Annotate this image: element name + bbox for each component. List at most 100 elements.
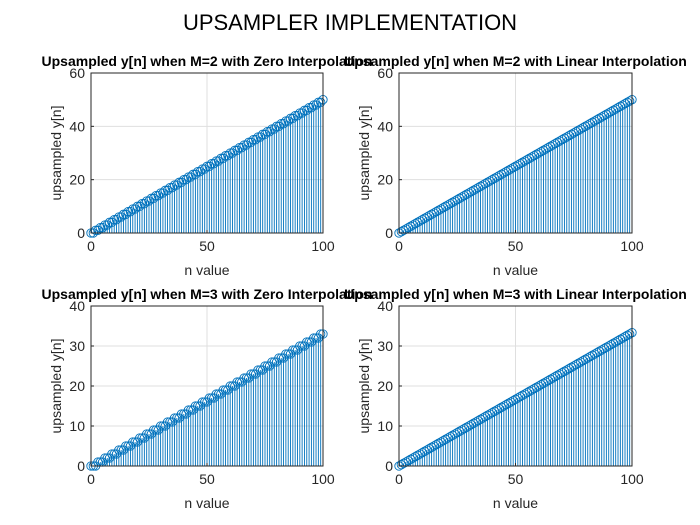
stem-marker <box>599 111 609 121</box>
subplot-title: Upsampled y[n] when M=2 with Zero Interp… <box>42 53 373 69</box>
stem-marker <box>576 124 586 134</box>
stem-marker <box>478 413 488 423</box>
stem-marker <box>517 157 528 167</box>
x-tick-label: 100 <box>620 238 644 254</box>
stem-marker <box>426 442 437 452</box>
stem-marker <box>559 133 570 143</box>
stem-marker <box>403 223 413 233</box>
stem-marker <box>606 107 616 117</box>
stem-marker <box>618 333 628 343</box>
y-tick-label: 40 <box>377 298 393 314</box>
stem-marker <box>412 217 423 227</box>
y-tick-label: 10 <box>377 418 393 434</box>
stem-marker <box>431 440 441 450</box>
stem-marker <box>471 184 481 194</box>
stem-marker <box>466 420 476 430</box>
stem-marker <box>499 401 509 411</box>
stem-marker <box>417 448 427 458</box>
stem-marker <box>597 112 607 122</box>
stem-marker <box>459 424 469 434</box>
stem-marker <box>422 445 432 455</box>
y-tick-label: 0 <box>77 225 85 241</box>
stem-marker <box>524 386 535 396</box>
y-tick-label: 10 <box>69 418 85 434</box>
stem-marker <box>599 344 609 354</box>
stem-marker <box>480 179 490 189</box>
stem-marker <box>587 117 598 127</box>
stem-marker <box>562 132 572 142</box>
stem-marker <box>410 219 420 229</box>
stem-marker <box>543 376 553 386</box>
x-tick-label: 50 <box>508 471 524 487</box>
stem-marker <box>510 394 521 404</box>
y-axis-label: upsampled y[n] <box>356 106 372 201</box>
stem-marker <box>552 137 563 147</box>
stem-marker <box>487 175 497 185</box>
stem-marker <box>506 397 516 407</box>
stem-marker <box>419 446 430 456</box>
stem-marker <box>620 332 630 342</box>
stem-marker <box>440 201 451 211</box>
stem-marker <box>457 425 467 435</box>
stem-marker <box>454 426 465 436</box>
stem-marker <box>438 203 448 213</box>
stem-marker <box>468 418 479 428</box>
stem-marker <box>534 381 544 391</box>
stem-marker <box>316 97 326 107</box>
stem-marker <box>412 450 423 460</box>
stem-series <box>86 329 328 471</box>
stem-marker <box>529 384 539 394</box>
stem-marker <box>431 207 441 217</box>
stem-marker <box>592 348 602 358</box>
stem-marker <box>566 129 577 139</box>
stem-marker <box>594 113 605 123</box>
stem-marker <box>515 392 525 402</box>
subplot-m2-zero: 0 50 100 0 20 40 60 n value upsampled y[n] Upsamp… <box>42 53 373 278</box>
stem-marker <box>396 227 406 237</box>
y-tick-label: 40 <box>377 118 393 134</box>
stem-marker <box>625 329 635 339</box>
stem-marker <box>501 400 511 410</box>
stem-marker <box>550 139 560 149</box>
stem-marker <box>576 357 586 367</box>
stem-marker <box>487 408 497 418</box>
stem-marker <box>538 145 549 155</box>
stem-marker <box>545 374 556 384</box>
stem-marker <box>615 101 625 111</box>
stem-marker <box>569 361 579 371</box>
stem-marker <box>501 167 511 177</box>
stem-marker <box>485 409 495 419</box>
stem-marker <box>613 103 623 113</box>
stem-marker <box>410 452 420 462</box>
stem-marker <box>316 329 326 339</box>
x-tick-label: 0 <box>395 471 403 487</box>
stem-marker <box>422 212 432 222</box>
stem-marker <box>436 204 446 214</box>
stem-marker <box>585 352 595 362</box>
stem-marker <box>608 338 619 348</box>
stem-marker <box>594 346 605 356</box>
stem-marker <box>613 336 623 346</box>
stem-series <box>394 95 637 238</box>
stem-marker <box>452 428 462 438</box>
stem-marker <box>489 173 500 183</box>
stem-marker <box>573 358 584 368</box>
stem-marker <box>513 393 523 403</box>
subplot-m3-zero: 0 50 100 0 10 20 30 40 n value upsampled y[n] Upsa… <box>42 286 373 511</box>
stem-marker <box>440 434 451 444</box>
stem-marker <box>611 337 621 347</box>
stem-marker <box>461 189 472 199</box>
y-tick-label: 20 <box>69 378 85 394</box>
stem-marker <box>503 398 514 408</box>
stem-marker <box>496 402 507 412</box>
subplot-m3-linear: 0 50 100 0 10 20 30 40 n value upsampled y[n] Upsa… <box>344 286 687 511</box>
stem-marker <box>445 432 455 442</box>
stem-marker <box>464 421 474 431</box>
stem-marker <box>443 200 453 210</box>
stem-marker <box>615 334 625 344</box>
stem-marker <box>590 116 600 126</box>
stem-marker <box>550 372 560 382</box>
stem-marker <box>573 125 584 135</box>
y-tick-label: 20 <box>377 172 393 188</box>
stem-marker <box>592 115 602 125</box>
